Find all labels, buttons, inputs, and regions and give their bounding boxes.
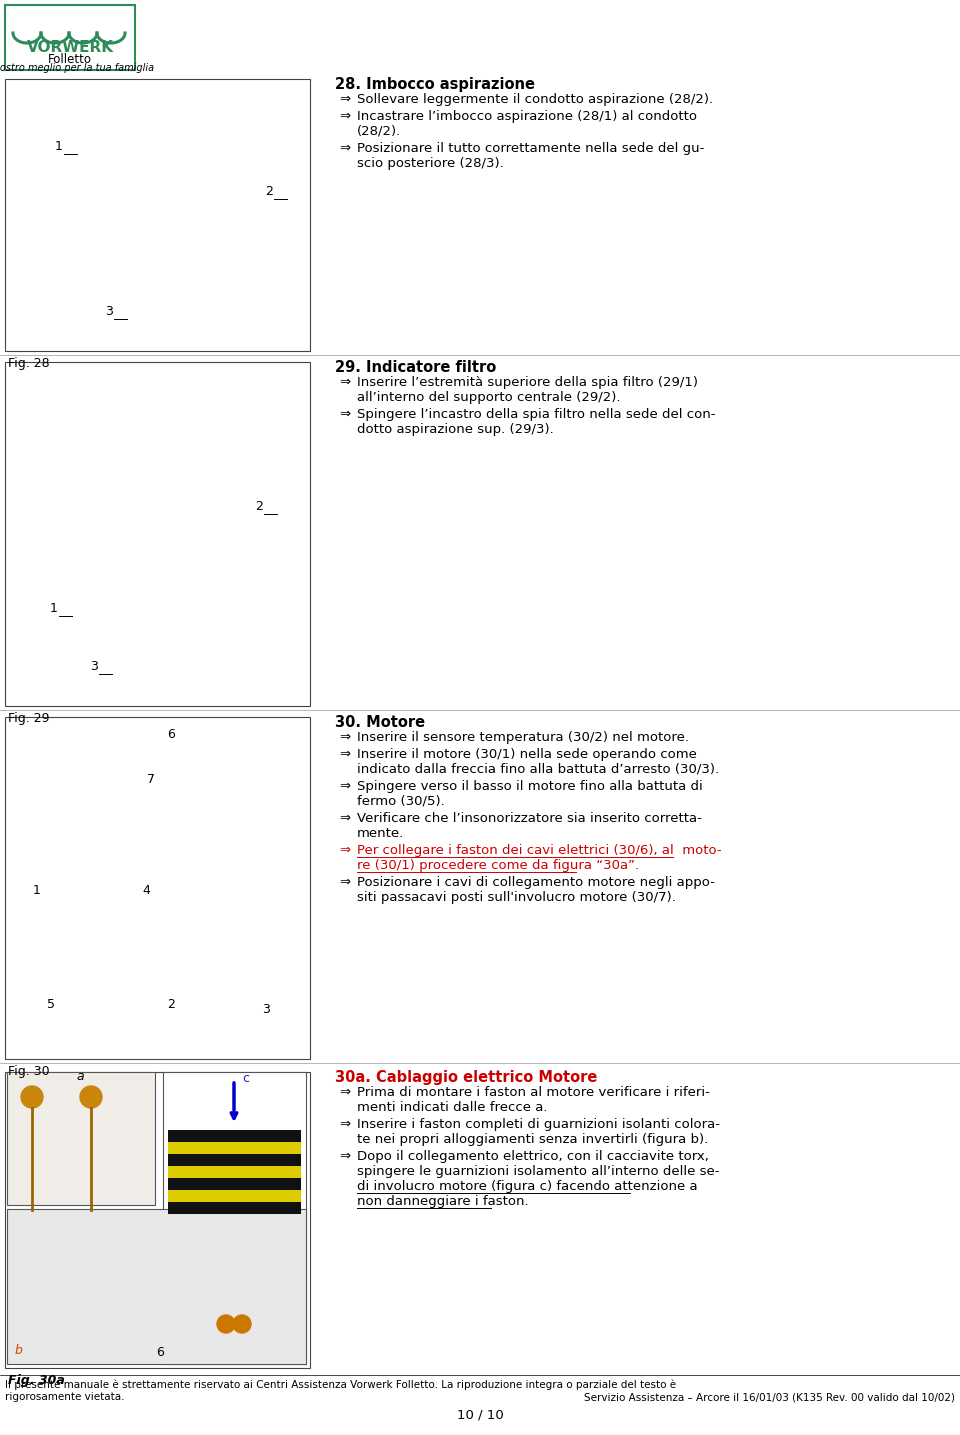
Text: 5: 5: [47, 997, 55, 1012]
Text: ⇒: ⇒: [339, 93, 350, 106]
Text: 4: 4: [142, 884, 150, 897]
Text: Verificare che l’insonorizzatore sia inserito corretta-
mente.: Verificare che l’insonorizzatore sia ins…: [357, 812, 702, 839]
Text: Per collegare i faston dei cavi elettrici (30/6), al  moto-
re (30/1) procedere : Per collegare i faston dei cavi elettric…: [357, 844, 722, 872]
Text: 6: 6: [167, 728, 175, 740]
Text: ⇒: ⇒: [339, 730, 350, 743]
Circle shape: [217, 1314, 235, 1333]
Text: 2: 2: [255, 499, 263, 512]
Text: rigorosamente vietata.: rigorosamente vietata.: [5, 1392, 125, 1402]
Text: Inserire l’estremità superiore della spia filtro (29/1)
all’interno del supporto: Inserire l’estremità superiore della spi…: [357, 376, 698, 405]
Bar: [5, 718, 310, 1059]
Text: 7: 7: [147, 773, 155, 786]
Text: 2: 2: [265, 185, 273, 198]
Bar: [168, 1167, 301, 1178]
Circle shape: [233, 1314, 251, 1333]
Text: Inserire il motore (30/1) nella sede operando come
indicato dalla freccia fino a: Inserire il motore (30/1) nella sede ope…: [357, 748, 719, 776]
Text: 3: 3: [90, 660, 98, 673]
Text: Fig. 29: Fig. 29: [8, 712, 50, 725]
Text: 10 / 10: 10 / 10: [457, 1408, 503, 1421]
Circle shape: [21, 1086, 43, 1108]
Text: ⇒: ⇒: [339, 812, 350, 825]
Bar: [163, 1072, 306, 1365]
Text: Inserire i faston completi di guarnizioni isolanti colora-
te nei propri alloggi: Inserire i faston completi di guarnizion…: [357, 1118, 720, 1147]
Text: Fig. 28: Fig. 28: [8, 357, 50, 370]
Text: 1: 1: [50, 603, 58, 616]
Text: ⇒: ⇒: [339, 875, 350, 890]
Bar: [168, 1142, 301, 1154]
Text: ⇒: ⇒: [339, 1086, 350, 1099]
Bar: [168, 1154, 301, 1167]
Bar: [168, 1203, 301, 1214]
Text: Dopo il collegamento elettrico, con il cacciavite torx,
spingere le guarnizioni : Dopo il collegamento elettrico, con il c…: [357, 1149, 719, 1208]
Text: ⇒: ⇒: [339, 142, 350, 155]
Text: VORWERK: VORWERK: [27, 40, 113, 55]
Bar: [168, 1129, 301, 1142]
Text: Spingere l’incastro della spia filtro nella sede del con-
dotto aspirazione sup.: Spingere l’incastro della spia filtro ne…: [357, 408, 715, 436]
Text: b: b: [15, 1345, 23, 1358]
Text: Spingere verso il basso il motore fino alla battuta di
fermo (30/5).: Spingere verso il basso il motore fino a…: [357, 781, 703, 808]
Bar: [7, 1210, 306, 1365]
Text: 6: 6: [156, 1346, 164, 1359]
Text: c: c: [242, 1072, 249, 1085]
Text: Inserire il sensore temperatura (30/2) nel motore.: Inserire il sensore temperatura (30/2) n…: [357, 730, 689, 743]
Text: Folletto: Folletto: [48, 53, 92, 66]
Text: 30. Motore: 30. Motore: [335, 715, 425, 730]
Text: 3: 3: [105, 306, 113, 319]
Text: Il nostro meglio per la tua famiglia: Il nostro meglio per la tua famiglia: [0, 63, 155, 73]
Text: 1: 1: [33, 884, 41, 897]
Text: ⇒: ⇒: [339, 408, 350, 420]
Text: Incastrare l’imbocco aspirazione (28/1) al condotto
(28/2).: Incastrare l’imbocco aspirazione (28/1) …: [357, 110, 697, 138]
Bar: [5, 4, 135, 70]
Text: Fig. 30: Fig. 30: [8, 1065, 50, 1078]
Bar: [168, 1178, 301, 1190]
Text: ⇒: ⇒: [339, 748, 350, 761]
Text: 29. Indicatore filtro: 29. Indicatore filtro: [335, 360, 496, 375]
Text: a: a: [76, 1071, 84, 1083]
Bar: [5, 362, 310, 706]
Text: Posizionare il tutto correttamente nella sede del gu-
scio posteriore (28/3).: Posizionare il tutto correttamente nella…: [357, 142, 705, 169]
Text: 30a. Cablaggio elettrico Motore: 30a. Cablaggio elettrico Motore: [335, 1071, 597, 1085]
Text: Fig. 30a: Fig. 30a: [8, 1373, 64, 1388]
Text: Posizionare i cavi di collegamento motore negli appo-
siti passacavi posti sull': Posizionare i cavi di collegamento motor…: [357, 875, 715, 904]
Bar: [7, 1072, 155, 1205]
Bar: [168, 1190, 301, 1203]
Text: Sollevare leggermente il condotto aspirazione (28/2).: Sollevare leggermente il condotto aspira…: [357, 93, 713, 106]
Circle shape: [80, 1086, 102, 1108]
Text: ⇒: ⇒: [339, 1149, 350, 1162]
Text: ⇒: ⇒: [339, 1118, 350, 1131]
Text: Il presente manuale è strettamente riservato ai Centri Assistenza Vorwerk Follet: Il presente manuale è strettamente riser…: [5, 1380, 676, 1391]
Text: 1: 1: [55, 141, 62, 154]
Text: ⇒: ⇒: [339, 781, 350, 794]
Bar: [5, 79, 310, 352]
Text: 3: 3: [262, 1003, 270, 1016]
Text: Servizio Assistenza – Arcore il 16/01/03 (K135 Rev. 00 valido dal 10/02): Servizio Assistenza – Arcore il 16/01/03…: [584, 1392, 955, 1402]
Text: ⇒: ⇒: [339, 376, 350, 389]
Text: Prima di montare i faston al motore verificare i riferi-
menti indicati dalle fr: Prima di montare i faston al motore veri…: [357, 1086, 709, 1114]
Text: 28. Imbocco aspirazione: 28. Imbocco aspirazione: [335, 77, 535, 92]
Text: 2: 2: [167, 997, 175, 1012]
Text: ⇒: ⇒: [339, 110, 350, 123]
Text: ⇒: ⇒: [339, 844, 350, 857]
Bar: [5, 1072, 310, 1368]
